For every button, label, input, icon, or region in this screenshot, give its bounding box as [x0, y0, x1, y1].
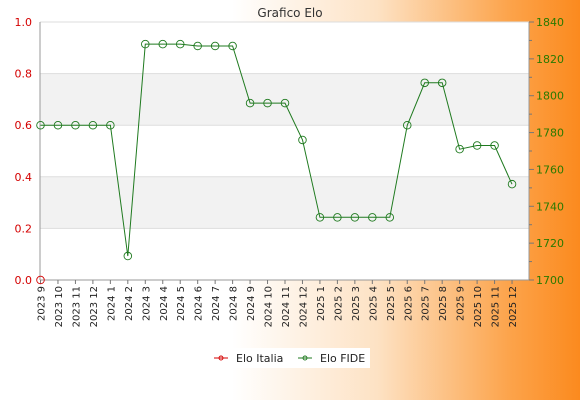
x-tick-label: 2024 3 [141, 286, 152, 321]
x-tick-label: 2024 4 [159, 286, 170, 321]
right-tick-label: 1820 [536, 53, 564, 66]
data-point [333, 213, 342, 222]
series-elo-fide [36, 39, 517, 261]
right-tick-label: 1740 [536, 200, 564, 213]
x-tick-label: 2025 5 [386, 286, 397, 321]
data-point [123, 251, 133, 261]
data-point [141, 39, 150, 49]
right-tick-label: 1780 [536, 127, 564, 140]
data-point [36, 275, 45, 285]
series-elo-italia [36, 275, 45, 285]
data-point [158, 39, 167, 49]
x-tick-label: 2023 11 [71, 286, 82, 327]
legend-marker [302, 355, 308, 361]
left-tick-label: 0.2 [15, 222, 33, 235]
data-point [368, 213, 377, 222]
left-tick-label: 0.6 [15, 119, 33, 132]
data-point [71, 120, 80, 130]
x-tick-label: 2025 9 [456, 286, 467, 321]
grid-band [40, 176, 529, 229]
x-tick-label: 2025 6 [403, 286, 414, 321]
legend: Elo Italia Elo FIDE [210, 348, 370, 368]
data-point [228, 41, 237, 51]
legend-box [210, 348, 370, 368]
x-tick-label: 2024 8 [229, 286, 240, 321]
x-tick-label: 2025 1 [316, 286, 327, 321]
x-tick-label: 2024 1 [106, 286, 117, 321]
x-tick-label: 2024 7 [211, 286, 222, 321]
plot-area [40, 22, 529, 280]
left-tick-label: 1.0 [15, 16, 33, 29]
series-line [40, 43, 513, 257]
data-point [472, 141, 482, 150]
legend-label: Elo Italia [236, 352, 283, 365]
legend-marker [218, 355, 224, 361]
x-tick-label: 2025 12 [508, 286, 519, 327]
x-tick-label: 2025 11 [491, 286, 502, 327]
data-point [193, 41, 202, 51]
x-tick-label: 2025 7 [421, 286, 432, 321]
data-point [175, 39, 185, 49]
data-point [350, 213, 360, 222]
x-tick-label: 2023 12 [89, 286, 100, 327]
data-point [420, 78, 429, 88]
x-tick-label: 2025 10 [473, 286, 484, 327]
x-tick-label: 2025 2 [333, 286, 344, 321]
right-tick-label: 1700 [536, 274, 564, 287]
x-tick-label: 2023 9 [37, 286, 48, 321]
data-point [263, 98, 272, 108]
x-tick-label: 2024 5 [176, 286, 187, 321]
data-point [106, 120, 115, 130]
right-tick-label: 1800 [536, 90, 564, 103]
x-tick-label: 2025 4 [368, 286, 379, 321]
x-tick-label: 2024 12 [298, 286, 309, 327]
data-point [210, 41, 220, 51]
x-tick-label: 2024 10 [264, 286, 275, 327]
data-point [298, 135, 307, 145]
chart-title: Grafico Elo [257, 6, 322, 20]
x-tick-label: 2023 10 [54, 286, 65, 327]
data-point [385, 213, 395, 222]
x-tick-label: 2024 2 [124, 286, 135, 321]
x-tick-label: 2025 3 [351, 286, 362, 321]
data-point [507, 179, 517, 189]
data-point [455, 144, 464, 154]
right-tick-label: 1720 [536, 237, 564, 250]
right-tick-label: 1840 [536, 16, 564, 29]
data-point [245, 98, 255, 108]
x-tick-label: 2024 6 [194, 286, 205, 321]
x-tick-label: 2024 9 [246, 286, 257, 321]
left-tick-label: 0.4 [15, 171, 33, 184]
x-tick-label: 2025 8 [438, 286, 449, 321]
x-tick-label: 2024 11 [281, 286, 292, 327]
data-point [280, 98, 290, 108]
data-point [490, 141, 499, 150]
legend-label: Elo FIDE [320, 352, 365, 365]
data-point [437, 78, 447, 88]
data-point [315, 213, 325, 222]
data-point [36, 120, 45, 130]
left-tick-label: 0.0 [15, 274, 33, 287]
data-point [403, 120, 412, 130]
data-point [53, 120, 63, 130]
left-tick-label: 0.8 [15, 68, 33, 81]
data-point [88, 120, 98, 130]
right-tick-label: 1760 [536, 163, 564, 176]
